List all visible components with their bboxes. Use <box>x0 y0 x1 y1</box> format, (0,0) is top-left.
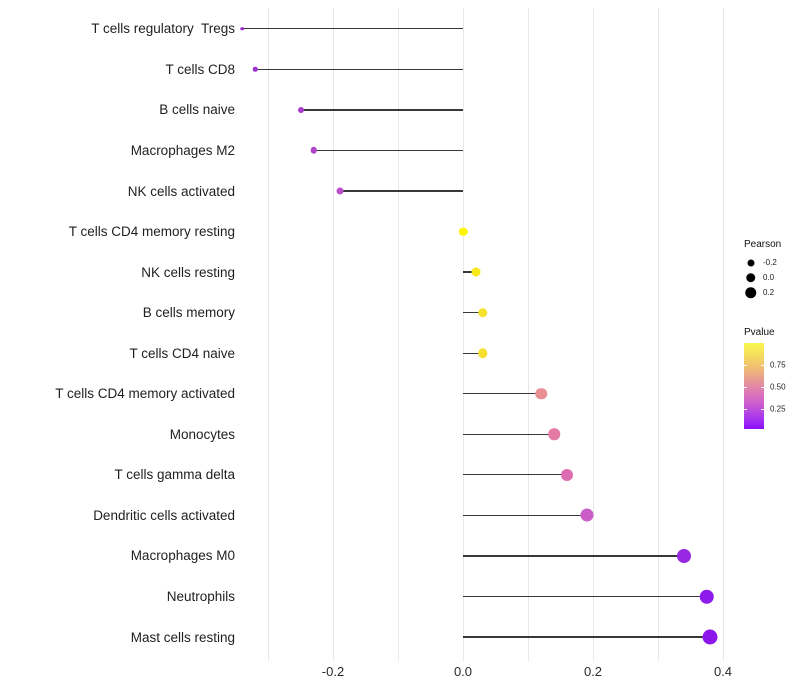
legend-dot-holder <box>744 270 757 285</box>
y-axis-label: T cells CD4 memory resting <box>68 224 235 240</box>
lollipop-dot <box>471 267 481 277</box>
lollipop-dot <box>310 147 317 154</box>
lollipop-stem <box>242 28 463 30</box>
lollipop-dot <box>580 508 593 522</box>
lollipop-dot <box>252 67 258 72</box>
legend-dot-holder <box>744 255 757 270</box>
legend-pearson-item-label: -0.2 <box>763 258 777 267</box>
lollipop-stem <box>463 595 707 598</box>
gridline <box>657 8 659 661</box>
lollipop-stem <box>313 149 463 152</box>
legend-pearson-item: 0.2 <box>744 285 781 300</box>
gridline <box>462 8 464 661</box>
gridline <box>332 8 334 661</box>
lollipop-stem <box>463 636 710 638</box>
pearson-size-dot <box>745 272 756 283</box>
legend-pearson-item-label: 0.0 <box>763 273 775 282</box>
lollipop-stem <box>463 555 684 557</box>
colorbar-tick <box>744 408 747 410</box>
lollipop-stem <box>300 109 463 111</box>
y-axis-label: T cells regulatory Tregs <box>91 21 235 37</box>
gridline <box>397 8 399 661</box>
colorbar-tick <box>761 386 764 388</box>
legend-dot-holder <box>744 285 757 300</box>
lollipop-dot <box>297 106 304 113</box>
lollipop-dot <box>458 227 468 236</box>
y-axis-label: B cells memory <box>142 305 235 321</box>
y-axis-label: T cells CD4 memory activated <box>55 386 235 402</box>
colorbar-tick <box>744 386 747 388</box>
y-axis-label: Macrophages M2 <box>130 142 235 158</box>
gridline <box>722 8 724 661</box>
colorbar-tick <box>761 408 764 410</box>
lollipop-stem <box>463 271 476 273</box>
colorbar-tick <box>744 364 747 366</box>
pvalue-colorbar <box>744 343 764 429</box>
lollipop-dot <box>240 27 244 31</box>
y-axis-label: T cells CD4 naive <box>129 345 235 361</box>
legend-pvalue-title: Pvalue <box>744 327 775 338</box>
lollipop-stem <box>255 68 463 70</box>
lollipop-stem <box>463 312 483 314</box>
gridline <box>267 8 269 661</box>
lollipop-stem <box>463 474 567 476</box>
legend-pvalue: Pvalue 0.75 0.50 0.25 <box>744 327 786 429</box>
lollipop-dot <box>699 589 714 604</box>
gridline <box>527 8 529 661</box>
pvalue-tick-label: 0.25 <box>770 404 786 414</box>
pvalue-tick-label: 0.75 <box>770 360 786 370</box>
legend-pearson-items: -0.2 0.0 0.2 <box>744 255 781 300</box>
y-axis-label: NK cells resting <box>141 264 235 280</box>
lollipop-dot <box>561 468 573 481</box>
lollipop-stem <box>339 190 463 192</box>
lollipop-stem <box>463 393 541 395</box>
legend-pearson-item: -0.2 <box>744 255 781 270</box>
lollipop-dot <box>535 388 547 400</box>
x-axis-label: 0.2 <box>583 664 603 679</box>
legend-pearson-title: Pearson <box>744 239 782 250</box>
pearson-size-dot <box>744 286 757 299</box>
lollipop-stem <box>463 352 483 354</box>
gridline <box>592 8 594 661</box>
y-axis-label: Neutrophils <box>166 589 235 604</box>
x-axis-label: 0.4 <box>713 664 733 679</box>
y-axis-label: Mast cells resting <box>130 629 235 645</box>
lollipop-dot <box>477 348 488 358</box>
lollipop-stem <box>463 433 554 435</box>
lollipop-stem <box>463 514 587 517</box>
legend-pearson-item-label: 0.2 <box>763 288 775 297</box>
pvalue-colorbar-wrap: 0.75 0.50 0.25 <box>744 343 786 429</box>
x-axis-label: -0.2 <box>321 664 345 679</box>
y-axis-label: Dendritic cells activated <box>93 507 235 523</box>
lollipop-dot <box>548 428 560 441</box>
lollipop-dot <box>702 629 718 645</box>
lollipop-dot <box>677 548 691 563</box>
y-axis-label: NK cells activated <box>127 183 235 199</box>
legend-pearson: Pearson -0.2 0.0 0.2 <box>744 239 781 300</box>
y-axis-label: T cells gamma delta <box>114 467 235 483</box>
legend-pearson-item: 0.0 <box>744 270 781 285</box>
pearson-size-dot <box>747 259 754 266</box>
y-axis-label: B cells naive <box>159 102 235 118</box>
y-axis-label: Monocytes <box>169 426 235 442</box>
pvalue-tick-label: 0.50 <box>770 382 786 392</box>
y-axis-label: T cells CD8 <box>165 61 235 77</box>
lollipop-dot <box>477 307 488 318</box>
colorbar-tick <box>761 364 764 366</box>
y-axis-label: Macrophages M0 <box>130 548 235 564</box>
lollipop-dot <box>336 187 343 195</box>
x-axis-label: 0.0 <box>453 664 473 679</box>
